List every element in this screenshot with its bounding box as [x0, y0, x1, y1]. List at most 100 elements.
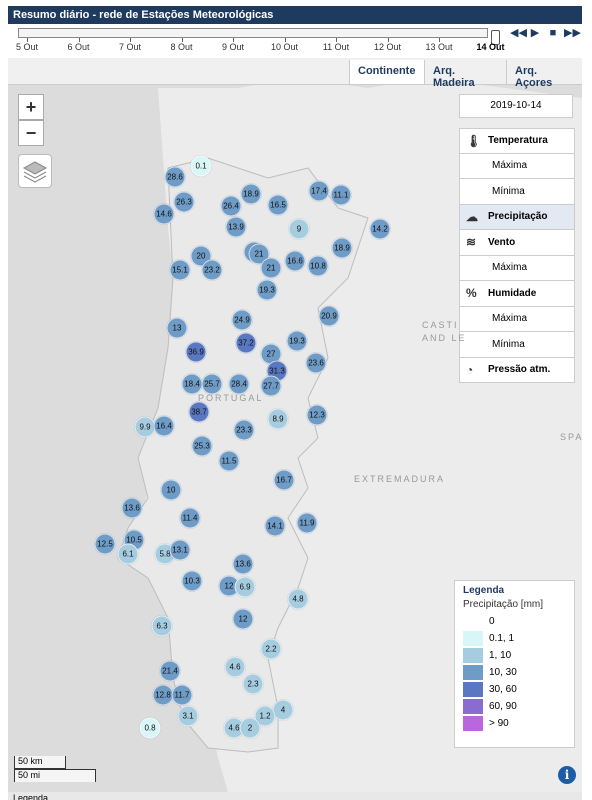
timeline-slider-handle[interactable] [491, 30, 500, 45]
panel-item-9[interactable]: ◔ Pressão atm. [459, 357, 575, 383]
map-view[interactable]: Continente Arq. Madeira Arq. Açores + − 20… [8, 58, 582, 792]
timeline-day-label[interactable]: 7 Out [118, 42, 142, 52]
station-marker[interactable]: 3.1 [177, 705, 199, 727]
station-marker[interactable]: 21.4 [159, 660, 181, 682]
station-marker[interactable]: 16.4 [153, 415, 175, 437]
zoom-in-button[interactable]: + [18, 94, 44, 120]
info-icon[interactable]: i [558, 766, 576, 784]
station-marker[interactable]: 38.7 [188, 401, 210, 423]
panel-item-4[interactable]: ≋ Vento [459, 230, 575, 256]
timeline-day-label[interactable]: 14 Out [476, 42, 505, 52]
panel-item-1[interactable]: Máxima [459, 153, 575, 179]
station-marker[interactable]: 2 [239, 717, 261, 739]
tab-1[interactable]: Arq. Madeira [424, 60, 506, 89]
station-marker[interactable]: 19.3 [286, 330, 308, 352]
timeline-day-label[interactable]: 12 Out [373, 42, 402, 52]
station-marker[interactable]: 10 [160, 479, 182, 501]
panel-item-6[interactable]: % Humidade [459, 281, 575, 307]
station-marker[interactable]: 2.2 [260, 638, 282, 660]
station-marker[interactable]: 27.7 [260, 375, 282, 397]
station-marker[interactable]: 23.6 [305, 352, 327, 374]
station-marker[interactable]: 24.9 [231, 309, 253, 331]
station-marker[interactable]: 16.5 [267, 194, 289, 216]
station-marker[interactable]: 23.2 [201, 259, 223, 281]
station-marker[interactable]: 18.9 [240, 183, 262, 205]
station-marker[interactable]: 13.1 [169, 539, 191, 561]
tab-0[interactable]: Continente [349, 60, 424, 84]
station-marker[interactable]: 25.3 [191, 435, 213, 457]
station-marker[interactable]: 10.8 [307, 255, 329, 277]
station-marker[interactable]: 4 [272, 699, 294, 721]
timeline-day-label[interactable]: 11 Out [322, 42, 350, 52]
timeline-day-label[interactable]: 9 Out [221, 42, 245, 52]
station-marker[interactable]: 37.2 [235, 332, 257, 354]
timeline-track[interactable] [18, 28, 500, 45]
station-marker[interactable]: 15.1 [169, 259, 191, 281]
station-marker[interactable]: 9 [288, 218, 310, 240]
play-icon[interactable]: ▶ [530, 27, 540, 39]
station-marker[interactable]: 25.7 [201, 373, 223, 395]
station-marker[interactable]: 9.9 [134, 416, 156, 438]
station-marker[interactable]: 6.3 [151, 615, 173, 637]
station-marker[interactable]: 21 [260, 257, 282, 279]
station-marker[interactable]: 10.3 [181, 570, 203, 592]
panel-item-3[interactable]: ☁ Precipitação [459, 204, 575, 230]
station-marker[interactable]: 13.6 [121, 497, 143, 519]
station-marker[interactable]: 13.9 [225, 216, 247, 238]
station-marker[interactable]: 26.3 [173, 191, 195, 213]
station-marker[interactable]: 11.9 [296, 512, 318, 534]
station-marker[interactable]: 11.7 [171, 684, 193, 706]
panel-item-0[interactable]: 🌡 Temperatura [459, 128, 575, 154]
timeline-day-label[interactable]: 13 Out [425, 42, 453, 52]
station-marker[interactable]: 14.6 [153, 203, 175, 225]
station-marker[interactable]: 20.9 [318, 305, 340, 327]
date-timeline[interactable]: 5 Out 6 Out 7 Out 8 Out 9 Out 10 Out 11 Out 12 … [8, 24, 582, 56]
station-marker[interactable]: 18.4 [181, 373, 203, 395]
station-marker[interactable]: 4.6 [224, 656, 246, 678]
station-marker[interactable]: 14.1 [264, 515, 286, 537]
station-marker[interactable]: 12.8 [152, 684, 174, 706]
station-marker[interactable]: 28.4 [228, 373, 250, 395]
station-marker[interactable]: 8.9 [267, 408, 289, 430]
step-back-icon[interactable]: ◀◀ [510, 27, 527, 39]
station-marker[interactable]: 0.1 [190, 155, 212, 177]
station-marker[interactable]: 12.3 [306, 404, 328, 426]
station-marker[interactable]: 13.6 [232, 553, 254, 575]
station-marker[interactable]: 13 [166, 317, 188, 339]
step-forward-icon[interactable]: ▶▶ [564, 27, 581, 39]
station-marker[interactable]: 11.4 [179, 507, 201, 529]
panel-item-5[interactable]: Máxima [459, 255, 575, 281]
panel-item-8[interactable]: Mínima [459, 332, 575, 358]
station-marker[interactable]: 19.3 [256, 279, 278, 301]
panel-item-7[interactable]: Máxima [459, 306, 575, 332]
station-marker[interactable]: 36.9 [185, 341, 207, 363]
station-marker[interactable]: 12.5 [94, 533, 116, 555]
station-marker[interactable]: 1.2 [254, 705, 276, 727]
panel-item-2[interactable]: Mínima [459, 179, 575, 205]
station-marker[interactable]: 6.9 [234, 576, 256, 598]
tab-2[interactable]: Arq. Açores [506, 60, 582, 89]
timeline-day-label[interactable]: 8 Out [170, 42, 193, 52]
station-marker[interactable]: 4.8 [287, 588, 309, 610]
station-marker[interactable]: 28.6 [164, 166, 186, 188]
station-marker[interactable]: 14.2 [369, 218, 391, 240]
station-marker[interactable]: 16.7 [273, 469, 295, 491]
station-marker[interactable]: 26.4 [220, 195, 242, 217]
station-marker[interactable]: 11.1 [330, 184, 352, 206]
timeline-day-label[interactable]: 6 Out [67, 42, 90, 52]
station-marker[interactable]: 0.8 [139, 717, 161, 739]
layers-button[interactable] [18, 154, 52, 188]
stop-icon[interactable]: ■ [549, 27, 557, 39]
timeline-day-label[interactable]: 10 Out [270, 42, 299, 52]
station-marker[interactable]: 23.3 [233, 419, 255, 441]
timeline-day-label[interactable]: 5 Out [15, 42, 39, 52]
station-marker[interactable]: 11.5 [218, 450, 240, 472]
zoom-out-button[interactable]: − [18, 120, 44, 146]
legend-row: 30, 60 [463, 681, 566, 698]
station-marker[interactable]: 17.4 [308, 180, 330, 202]
station-marker[interactable]: 18.9 [331, 237, 353, 259]
station-marker[interactable]: 6.1 [117, 543, 139, 565]
station-marker[interactable]: 12 [232, 608, 254, 630]
station-marker[interactable]: 2.3 [242, 673, 264, 695]
station-marker[interactable]: 16.6 [284, 250, 306, 272]
